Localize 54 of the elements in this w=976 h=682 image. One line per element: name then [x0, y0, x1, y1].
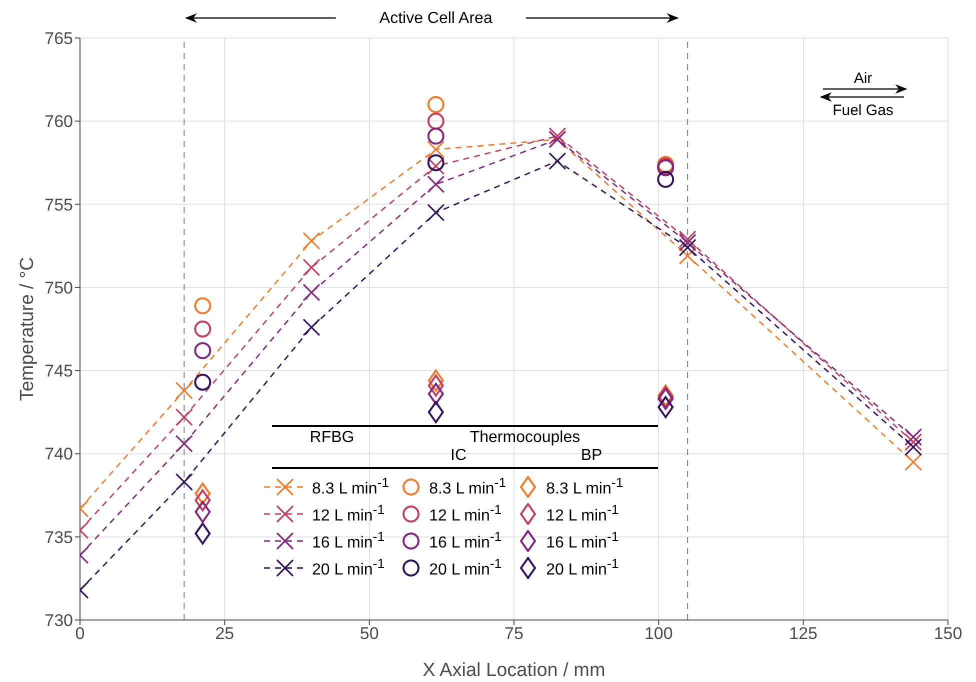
- point: [428, 374, 444, 397]
- point: [657, 170, 674, 188]
- y-tick-label: 730: [44, 611, 73, 630]
- legend-label: 20 L min$^{-1}$: [429, 556, 502, 580]
- annotation: IC: [450, 447, 468, 465]
- annotation: BP: [580, 447, 604, 465]
- legend-label: 20 L min$^{-1}$: [546, 556, 619, 580]
- legend-label: 12 L min$^{-1}$: [429, 502, 502, 526]
- y-tick-label: 765: [44, 29, 73, 48]
- legend-label: 16 L min$^{-1}$: [312, 528, 385, 552]
- point: [194, 500, 211, 523]
- point: [194, 320, 212, 338]
- legend-label: 12 L min$^{-1}$: [546, 502, 619, 526]
- point: [427, 128, 444, 145]
- point: [427, 96, 444, 114]
- point: [428, 382, 444, 405]
- point: [428, 401, 444, 424]
- point: [194, 374, 212, 391]
- legend-label: 8.3 L min$^{-1}$: [546, 474, 624, 498]
- y-tick-label: 740: [44, 444, 73, 464]
- y-tick-label: 750: [44, 278, 73, 298]
- point: [427, 112, 444, 130]
- y-tick-label: 760: [44, 112, 73, 132]
- annotation: Fuel Gas: [832, 102, 894, 119]
- point: [427, 154, 444, 172]
- annotation: RFBG: [308, 428, 356, 447]
- x-tick-label: 75: [504, 624, 524, 644]
- point: [428, 370, 444, 392]
- legend-label: 8.3 L min$^{-1}$: [429, 474, 506, 498]
- x-tick-label: 100: [644, 624, 673, 644]
- point: [194, 489, 211, 512]
- annotation: Air: [854, 70, 872, 87]
- legend-label: 8.3 L min$^{-1}$: [312, 474, 390, 498]
- y-tick-label: 745: [44, 362, 73, 381]
- point: [194, 297, 212, 314]
- legend-label: 12 L min$^{-1}$: [312, 502, 385, 526]
- y-axis-title: Temperature / °C: [17, 257, 38, 401]
- x-tick-label: 150: [934, 624, 962, 644]
- annotation: Thermocouples: [468, 428, 582, 447]
- x-tick-label: 125: [789, 624, 818, 644]
- x-tick-label: 25: [215, 624, 234, 644]
- legend-label: 16 L min$^{-1}$: [429, 528, 502, 552]
- y-tick-label: 735: [44, 528, 73, 547]
- point: [194, 342, 212, 360]
- x-tick-label: 0: [75, 624, 85, 644]
- point: [658, 396, 674, 418]
- x-tick-label: 50: [360, 624, 379, 644]
- point: [194, 482, 211, 505]
- x-axis-title: X Axial Location / mm: [422, 660, 606, 681]
- legend-label: 16 L min$^{-1}$: [546, 528, 619, 552]
- y-tick-label: 755: [44, 195, 73, 214]
- legend-label: 20 L min$^{-1}$: [312, 556, 385, 580]
- text: Active Cell Area: [379, 10, 492, 27]
- point: [194, 522, 211, 545]
